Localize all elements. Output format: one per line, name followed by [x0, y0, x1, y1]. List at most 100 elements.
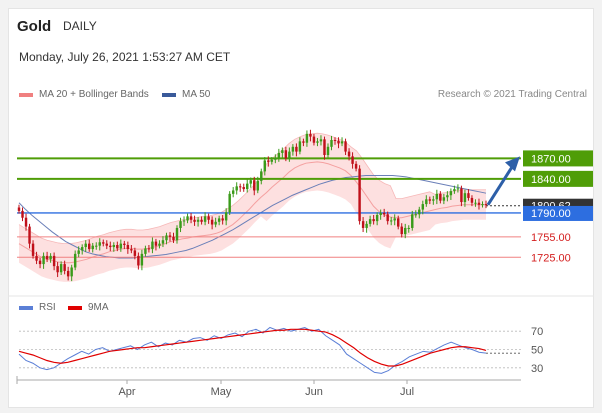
period-label[interactable]: DAILY [63, 19, 97, 33]
resistance-label: 1870.00 [531, 153, 571, 165]
candle-body [56, 266, 59, 273]
candle-body [105, 243, 109, 246]
candle-body [291, 146, 295, 152]
legend-ma50-label: MA 50 [182, 89, 211, 100]
pivot-label-box [523, 205, 593, 221]
candle-body [295, 146, 298, 152]
candle-body [109, 245, 112, 248]
rsi-tick-label: 30 [531, 363, 543, 375]
resistance-label: 1840.00 [531, 174, 571, 186]
candle-body [175, 227, 179, 241]
candle-body [207, 216, 210, 220]
candle-body [77, 250, 80, 254]
candle-body [477, 202, 481, 205]
candle-body [456, 188, 460, 190]
legend-rsi: RSI [19, 302, 56, 313]
resistance-label-box [523, 150, 593, 167]
legend-rsi-swatch [19, 305, 33, 310]
candle-body [330, 140, 333, 147]
candle-body [182, 220, 186, 222]
candle-body [193, 219, 196, 222]
candle-body [425, 199, 428, 205]
candle-body [460, 188, 463, 203]
candle-body [172, 236, 175, 241]
candle-body [396, 218, 400, 227]
bollinger-band [19, 133, 486, 282]
x-tick-label: May [211, 386, 232, 398]
rsi-9ma-line [18, 328, 487, 367]
candle-body [404, 227, 407, 235]
candle-body [421, 204, 425, 210]
forecast-arrow-head [505, 156, 520, 172]
legend-ma50: MA 50 [162, 89, 210, 100]
candle-body [319, 139, 323, 142]
candle-body [165, 235, 168, 241]
forecast-arrow-shaft [486, 164, 515, 206]
candle-body [260, 171, 263, 181]
candle-body [414, 214, 417, 216]
instrument-title: Gold [17, 18, 52, 35]
legend-bollinger-swatch [19, 92, 33, 97]
candle-body [449, 191, 453, 196]
credit-label: Research © 2021 Trading Central [437, 89, 587, 100]
candle-body [267, 160, 270, 162]
candle-body [316, 141, 319, 143]
candle-body [347, 151, 351, 157]
candle-body [344, 141, 347, 152]
candle-body [137, 255, 140, 266]
candle-body [70, 267, 73, 277]
candle-body [333, 140, 337, 141]
candle-body [42, 255, 45, 265]
candle-body [351, 156, 354, 164]
candle-body [228, 193, 231, 213]
legend-9ma: 9MA [68, 302, 109, 313]
rsi-tick-label: 50 [531, 345, 543, 357]
candle-body [91, 245, 94, 250]
candle-body [144, 248, 147, 254]
candle-body [17, 207, 21, 211]
candle-body [309, 133, 312, 137]
candle-body [73, 253, 77, 268]
candle-body [358, 168, 361, 222]
candle-body [49, 255, 52, 260]
candle-body [84, 243, 87, 248]
candle-body [302, 141, 305, 143]
candle-body [126, 245, 130, 250]
candle-body [214, 221, 217, 225]
candle-body [196, 219, 200, 222]
candle-body [484, 204, 488, 206]
ma20-line [18, 161, 486, 264]
candle-body [253, 180, 256, 191]
candle-body [435, 193, 439, 200]
candle-body [24, 217, 28, 227]
candle-body [439, 193, 442, 201]
candle-body [242, 187, 245, 190]
candle-body [231, 190, 235, 194]
candle-body [116, 245, 119, 249]
candle-body [140, 253, 144, 266]
candle-body [305, 133, 309, 143]
candle-body [38, 260, 42, 265]
candle-body [277, 152, 281, 158]
candle-body [337, 140, 340, 144]
candle-body [379, 212, 382, 215]
chart-card [8, 8, 594, 408]
candle-body [446, 195, 449, 198]
candle-body [59, 264, 63, 273]
candle-body [147, 248, 151, 250]
candle-body [467, 193, 470, 198]
legend-bollinger: MA 20 + Bollinger Bands [19, 89, 149, 100]
candle-body [154, 241, 158, 246]
candle-body [256, 180, 259, 191]
candle-body [326, 146, 330, 155]
candle-body [281, 150, 284, 153]
candle-body [45, 255, 49, 260]
legend-ma50-swatch [162, 92, 176, 97]
candle-body [474, 202, 477, 204]
candle-body [151, 241, 154, 250]
candle-body [119, 243, 123, 249]
candle-body [161, 240, 165, 244]
candle-body [463, 193, 467, 203]
candle-body [217, 218, 221, 222]
